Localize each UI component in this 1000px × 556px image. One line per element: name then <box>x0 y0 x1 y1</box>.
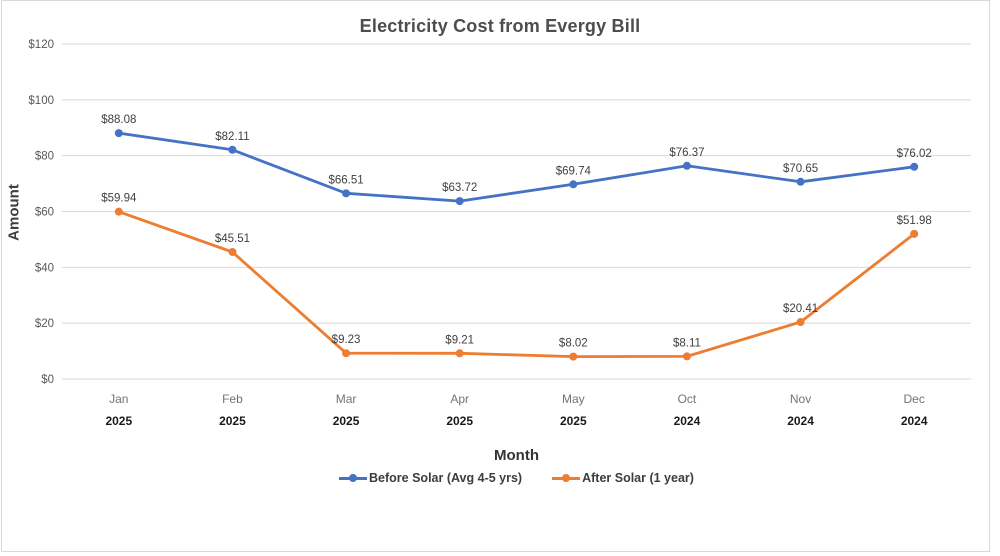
data-point-after-solar-1-year <box>796 318 805 327</box>
y-axis-tick-label: $100 <box>28 95 54 107</box>
x-tick-year-label: 2025 <box>560 414 587 428</box>
data-label-before-solar-avg-4-5-yrs: $88.08 <box>101 114 136 126</box>
legend-label: After Solar (1 year) <box>582 471 694 485</box>
data-point-after-solar-1-year <box>682 352 691 361</box>
y-axis-tick-label: $80 <box>35 151 54 163</box>
data-label-before-solar-avg-4-5-yrs: $70.65 <box>783 163 818 175</box>
data-label-after-solar-1-year: $8.11 <box>673 337 701 349</box>
x-tick-year-label: 2024 <box>787 414 814 428</box>
x-tick-month-label: Jan <box>109 392 128 406</box>
series-line-before-solar-avg-4-5-yrs <box>117 131 916 203</box>
x-tick-year-label: 2024 <box>901 414 928 428</box>
y-axis-tick-label: $20 <box>35 318 54 330</box>
y-axis-tick-label: $0 <box>41 374 54 386</box>
data-label-after-solar-1-year: $8.02 <box>559 338 588 350</box>
x-tick-year-label: 2025 <box>446 414 473 428</box>
data-label-after-solar-1-year: $51.98 <box>897 215 932 227</box>
x-tick-month-label: Mar <box>336 392 357 406</box>
x-tick-month-label: Feb <box>222 392 243 406</box>
legend-item-after-solar: After Solar (1 year) <box>552 471 694 485</box>
data-point-before-solar-avg-4-5-yrs <box>228 145 237 154</box>
data-label-after-solar-1-year: $9.23 <box>332 334 361 346</box>
y-axis-tick-label: $40 <box>35 262 54 274</box>
legend-line-dot-marker-blue <box>339 474 368 483</box>
x-tick-year-label: 2025 <box>219 414 246 428</box>
x-tick-month-label: Apr <box>450 392 469 406</box>
data-label-before-solar-avg-4-5-yrs: $63.72 <box>442 182 477 194</box>
data-label-before-solar-avg-4-5-yrs: $76.37 <box>669 147 704 159</box>
data-label-before-solar-avg-4-5-yrs: $82.11 <box>215 131 249 143</box>
data-label-before-solar-avg-4-5-yrs: $69.74 <box>556 165 592 177</box>
data-point-after-solar-1-year <box>114 207 123 216</box>
data-point-after-solar-1-year <box>910 229 919 238</box>
legend-line-dot-marker-orange <box>552 474 581 483</box>
x-tick-year-label: 2025 <box>333 414 360 428</box>
data-point-after-solar-1-year <box>569 352 578 361</box>
data-point-before-solar-avg-4-5-yrs <box>569 180 578 189</box>
data-point-before-solar-avg-4-5-yrs <box>796 177 805 186</box>
data-point-after-solar-1-year <box>342 349 351 358</box>
data-label-after-solar-1-year: $45.51 <box>215 233 250 245</box>
data-label-before-solar-avg-4-5-yrs: $66.51 <box>328 174 363 186</box>
legend-item-before-solar: Before Solar (Avg 4-5 yrs) <box>339 471 522 485</box>
x-tick-year-label: 2024 <box>674 414 701 428</box>
y-axis-tick-label: $120 <box>28 39 54 51</box>
x-tick-month-label: Oct <box>678 392 697 406</box>
data-label-before-solar-avg-4-5-yrs: $76.02 <box>897 148 932 160</box>
y-axis-title: Amount <box>5 184 23 241</box>
data-point-after-solar-1-year <box>228 247 237 256</box>
x-tick-month-label: Dec <box>904 392 925 406</box>
data-label-after-solar-1-year: $59.94 <box>101 193 137 205</box>
data-point-before-solar-avg-4-5-yrs <box>114 129 123 138</box>
data-point-before-solar-avg-4-5-yrs <box>910 162 919 171</box>
data-point-before-solar-avg-4-5-yrs <box>682 161 691 170</box>
data-point-before-solar-avg-4-5-yrs <box>342 189 351 198</box>
data-point-before-solar-avg-4-5-yrs <box>455 197 464 206</box>
series-line-after-solar-1-year <box>117 210 916 359</box>
legend-label: Before Solar (Avg 4-5 yrs) <box>369 471 523 485</box>
chart-legend: Before Solar (Avg 4-5 yrs) After Solar (… <box>62 471 971 485</box>
x-axis-title: Month <box>494 447 539 464</box>
data-point-after-solar-1-year <box>455 349 464 358</box>
x-tick-month-label: Nov <box>790 392 811 406</box>
y-axis-tick-label: $60 <box>35 207 54 219</box>
data-label-after-solar-1-year: $9.21 <box>445 334 474 346</box>
x-tick-month-label: May <box>562 392 585 406</box>
x-tick-year-label: 2025 <box>105 414 132 428</box>
chart-title: Electricity Cost from Evergy Bill <box>359 16 641 36</box>
data-label-after-solar-1-year: $20.41 <box>783 303 818 315</box>
